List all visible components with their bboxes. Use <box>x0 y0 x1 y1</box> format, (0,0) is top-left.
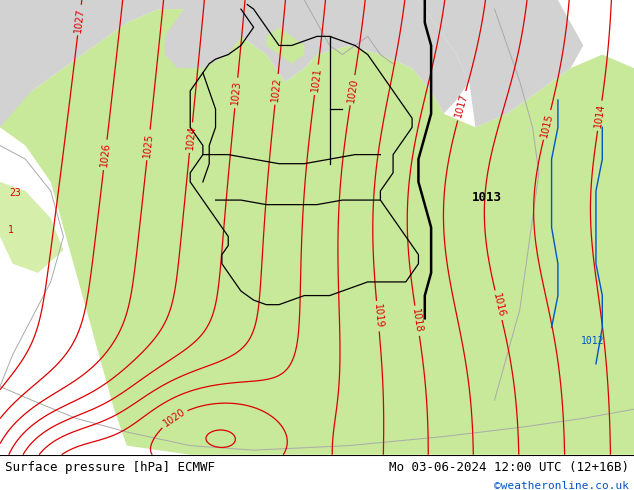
Text: 23: 23 <box>9 188 21 198</box>
Text: 1024: 1024 <box>184 125 197 150</box>
Text: 1012: 1012 <box>581 336 605 346</box>
Polygon shape <box>165 0 241 68</box>
Text: Surface pressure [hPa] ECMWF: Surface pressure [hPa] ECMWF <box>5 461 215 473</box>
Text: 1022: 1022 <box>270 76 283 102</box>
Text: 1017: 1017 <box>454 93 470 119</box>
Polygon shape <box>0 182 63 273</box>
Text: 1019: 1019 <box>372 304 384 329</box>
Polygon shape <box>0 0 203 127</box>
Text: 1023: 1023 <box>230 80 242 106</box>
Text: 1020: 1020 <box>161 407 187 429</box>
Text: 1026: 1026 <box>99 142 112 168</box>
Polygon shape <box>266 27 304 64</box>
Text: 1016: 1016 <box>491 292 506 318</box>
Text: 1015: 1015 <box>540 112 555 138</box>
Text: 1025: 1025 <box>142 132 155 158</box>
Polygon shape <box>0 9 634 455</box>
Text: 1021: 1021 <box>310 67 323 93</box>
Text: 1013: 1013 <box>472 191 502 204</box>
Text: 1014: 1014 <box>593 103 607 128</box>
Text: Mo 03-06-2024 12:00 UTC (12+16B): Mo 03-06-2024 12:00 UTC (12+16B) <box>389 461 629 473</box>
Polygon shape <box>203 0 266 36</box>
Text: 1027: 1027 <box>73 7 86 33</box>
Polygon shape <box>203 0 469 114</box>
Text: 1: 1 <box>8 224 13 235</box>
Text: 1018: 1018 <box>410 308 424 334</box>
Text: 1020: 1020 <box>346 77 359 103</box>
Text: ©weatheronline.co.uk: ©weatheronline.co.uk <box>494 482 629 490</box>
Polygon shape <box>418 0 583 127</box>
